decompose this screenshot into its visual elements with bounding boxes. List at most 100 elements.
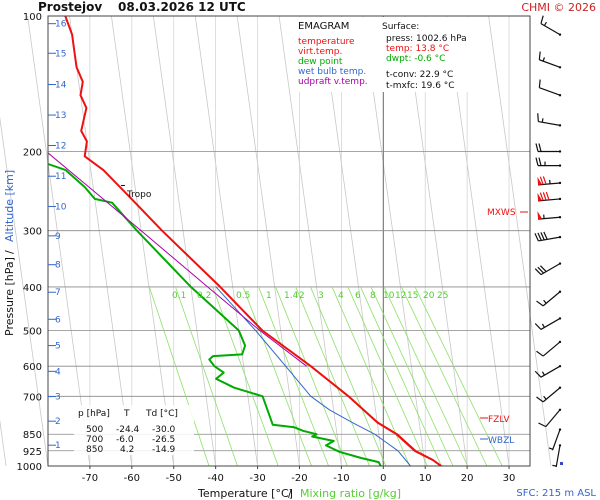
legend-box — [293, 17, 377, 92]
altitude-tick-label: 1 — [55, 441, 61, 451]
barb-flag — [534, 233, 539, 242]
mixing-ratio-line — [275, 286, 348, 467]
barb-half-flag — [543, 21, 547, 26]
credit-text: CHMI © 2026 — [521, 1, 596, 14]
mixing-ratio-tick-label: 3 — [318, 291, 324, 301]
altitude-tick-label: 13 — [55, 111, 66, 121]
table-header-t: T — [123, 409, 130, 419]
pressure-tick-label: 925 — [23, 447, 42, 458]
barb-half-flag — [541, 323, 545, 328]
mixing-ratio-line — [175, 286, 238, 467]
mixing-ratio-tick-label: 20 — [423, 291, 435, 301]
isotherm-line — [0, 116, 49, 467]
tropo-label: Tropo — [126, 190, 152, 200]
mixing-ratio-line — [242, 286, 312, 467]
mixing-ratio-line — [414, 286, 503, 467]
station-name: Prostejov — [38, 0, 102, 14]
pressure-tick-label: 200 — [23, 147, 42, 158]
pressure-tick-label: 850 — [23, 430, 42, 441]
mixing-ratio-tick-label: 1.4 — [284, 291, 299, 301]
x-axis-label-temperature: Temperature [°C] — [197, 487, 293, 500]
barb-base — [558, 66, 562, 69]
mixing-ratio-tick-label: 10 — [383, 291, 395, 301]
barb-base — [558, 428, 562, 431]
barb-base — [558, 150, 562, 153]
barb-flag — [538, 143, 542, 152]
pressure-tick-label: 700 — [23, 392, 42, 403]
barb-staff — [538, 236, 561, 242]
series-line-temperature — [64, 16, 442, 466]
barb-flag — [535, 157, 539, 166]
mxws-label: MXWS — [487, 208, 516, 218]
x-tick-label: 30 — [503, 473, 516, 484]
table-cell: -6.0 — [116, 435, 134, 445]
wind-barb — [538, 51, 562, 69]
fzlv-label: FZLV — [488, 415, 510, 425]
barb-flag — [540, 15, 544, 24]
barb-staff — [540, 23, 561, 36]
wind-barb — [548, 428, 562, 451]
barb-flag — [536, 396, 544, 403]
barb-flag — [543, 231, 548, 240]
series-line-virt-temp- — [161, 230, 443, 466]
mixing-ratio-tick-label: 4 — [338, 291, 344, 301]
barb-flag — [538, 422, 547, 428]
calm-marker — [560, 462, 563, 466]
x-tick-label: 20 — [461, 473, 474, 484]
pressure-tick-label: 100 — [23, 12, 42, 23]
table-cell: 700 — [86, 435, 103, 445]
barb-base — [558, 216, 562, 219]
x-tick-label: 10 — [419, 473, 432, 484]
barb-staff — [539, 59, 561, 68]
x-tick-label: -70 — [82, 473, 98, 484]
barb-base — [558, 181, 562, 185]
barb-base — [558, 197, 562, 201]
wind-barb — [560, 462, 563, 466]
wind-barb — [534, 262, 562, 276]
altitude-tick-label: 4 — [55, 367, 61, 377]
barb-staff — [542, 341, 561, 357]
barb-base — [558, 386, 562, 389]
mixing-ratio-tick-label: 0.1 — [172, 291, 186, 301]
y-axis-label-altitude: Altitude [km] — [3, 170, 16, 242]
barb-base — [558, 408, 562, 411]
barb-flag — [538, 157, 542, 166]
table-cell: 500 — [86, 425, 103, 435]
barb-staff — [538, 182, 561, 186]
mixing-ratio-tick-label: 6 — [355, 291, 361, 301]
wind-barb — [536, 340, 562, 357]
mixing-ratio-tick-label: 15 — [407, 291, 418, 301]
barb-half-flag — [542, 57, 546, 62]
axes: 0.1 0.2 0.5 1 1.4 2 3 4 6 8 10 12 15 20 25-70 -60 -50 -40… — [17, 12, 516, 484]
mixing-ratio-line — [331, 286, 411, 467]
wind-barb — [537, 113, 562, 127]
table-header-p: p [hPa] — [78, 409, 110, 419]
levels-table-box — [74, 405, 194, 455]
barb-staff — [538, 120, 561, 126]
x-tick-label: -40 — [207, 473, 223, 484]
wind-barb — [534, 231, 562, 242]
isotherm-line — [27, 15, 91, 467]
wind-barb — [535, 157, 562, 167]
isotherm-line — [152, 15, 217, 467]
pressure-tick-label: 600 — [23, 362, 42, 373]
altitude-tick-label: 7 — [55, 288, 61, 298]
pressure-tick-label: 400 — [23, 283, 42, 294]
series-group — [48, 16, 443, 466]
wind-barb — [534, 317, 562, 330]
barb-flag — [537, 232, 542, 241]
barb-flag — [545, 191, 550, 201]
barb-base — [558, 262, 562, 265]
barb-pennant — [537, 192, 543, 201]
mixing-ratio-line — [258, 286, 329, 467]
barb-staff — [542, 387, 561, 403]
mixing-ratio-tick-label: 8 — [370, 291, 376, 301]
surface-dwpt: dwpt: -0.6 °C — [386, 54, 445, 64]
barb-base — [558, 340, 562, 344]
altitude-tick-label: 16 — [55, 20, 67, 30]
pressure-tick-label: 500 — [23, 327, 42, 338]
x-tick-label: -50 — [166, 473, 182, 484]
barb-half-flag — [541, 371, 545, 376]
mixing-ratio-tick-label: 12 — [395, 291, 406, 301]
barb-base — [558, 290, 562, 293]
